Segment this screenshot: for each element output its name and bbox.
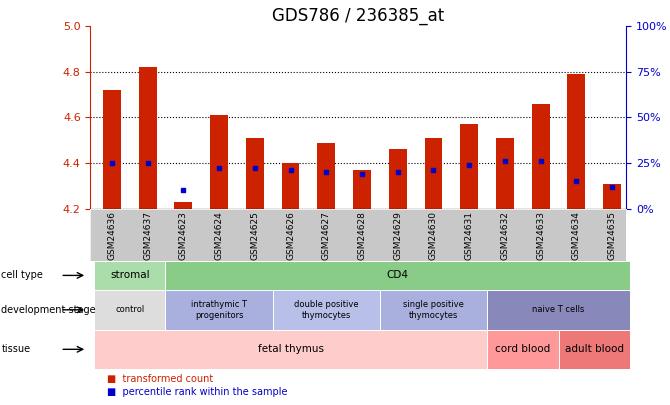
Text: stromal: stromal (110, 271, 149, 280)
Text: GSM24635: GSM24635 (608, 211, 616, 260)
Text: single positive
thymocytes: single positive thymocytes (403, 300, 464, 320)
Bar (103, 90, 121, 209)
Text: double positive
thymocytes: double positive thymocytes (294, 300, 358, 320)
Text: GSM24624: GSM24624 (214, 211, 224, 260)
Bar (532, 104, 549, 209)
Text: cell type: cell type (1, 271, 43, 280)
Bar (389, 149, 407, 209)
Text: cord blood: cord blood (495, 344, 551, 354)
Text: fetal thymus: fetal thymus (257, 344, 324, 354)
Text: GSM24627: GSM24627 (322, 211, 331, 260)
Text: GSM24637: GSM24637 (143, 211, 152, 260)
Text: CD4: CD4 (387, 271, 409, 280)
Text: GSM24623: GSM24623 (179, 211, 188, 260)
Text: tissue: tissue (1, 344, 30, 354)
Text: GSM24628: GSM24628 (358, 211, 366, 260)
Bar (353, 170, 371, 209)
Text: ■  transformed count: ■ transformed count (107, 374, 214, 384)
Text: intrathymic T
progenitors: intrathymic T progenitors (191, 300, 247, 320)
Bar (460, 124, 478, 209)
Text: GSM24634: GSM24634 (572, 211, 581, 260)
Text: GSM24633: GSM24633 (536, 211, 545, 260)
Text: adult blood: adult blood (565, 344, 624, 354)
Bar (318, 143, 335, 209)
Bar (603, 183, 621, 209)
Text: GSM24630: GSM24630 (429, 211, 438, 260)
Bar (281, 163, 299, 209)
Bar (174, 202, 192, 209)
Text: development stage: development stage (1, 305, 96, 315)
Text: naive T cells: naive T cells (533, 305, 585, 314)
Text: ■  percentile rank within the sample: ■ percentile rank within the sample (107, 387, 287, 397)
Bar (210, 115, 228, 209)
Text: GSM24626: GSM24626 (286, 211, 295, 260)
Bar (567, 74, 586, 209)
Title: GDS786 / 236385_at: GDS786 / 236385_at (272, 7, 445, 25)
Bar (246, 138, 264, 209)
Text: GSM24632: GSM24632 (500, 211, 509, 260)
Bar (139, 67, 157, 209)
Text: control: control (115, 305, 144, 314)
Text: GSM24625: GSM24625 (251, 211, 259, 260)
Text: GSM24629: GSM24629 (393, 211, 402, 260)
Bar (425, 138, 442, 209)
Text: GSM24631: GSM24631 (465, 211, 474, 260)
Text: GSM24636: GSM24636 (107, 211, 117, 260)
Bar (496, 138, 514, 209)
